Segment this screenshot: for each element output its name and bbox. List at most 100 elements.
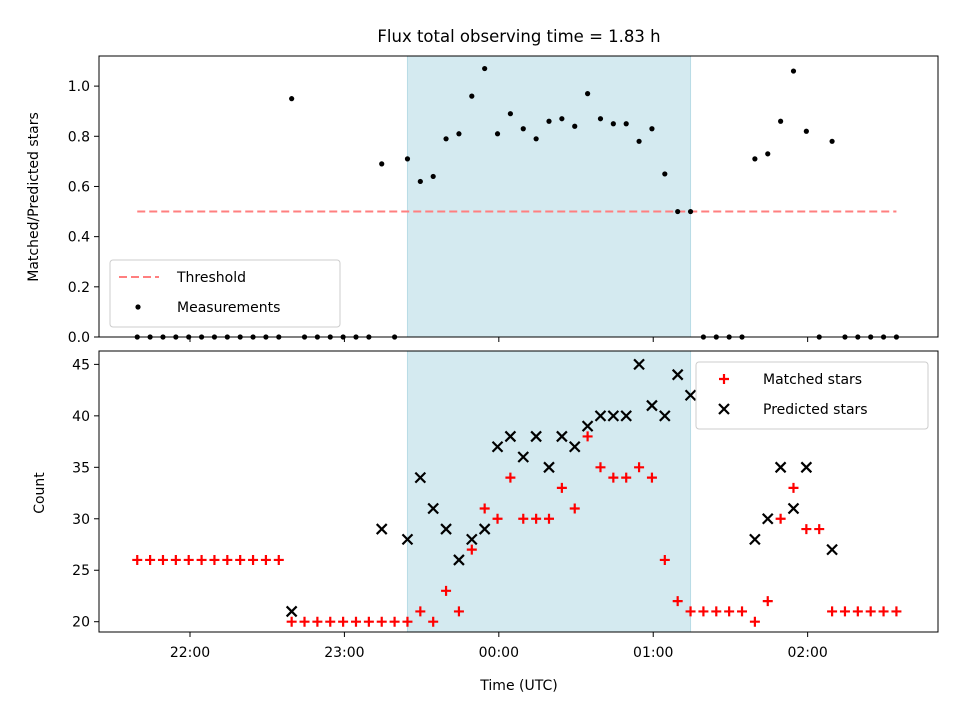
measurement-point	[456, 131, 462, 137]
predicted-star-point	[543, 461, 555, 474]
y-tick-label: 45	[72, 357, 90, 373]
measurement-point	[585, 91, 591, 97]
matched-star-point	[363, 616, 374, 627]
measurement-point	[765, 151, 771, 157]
matched-star-point	[801, 524, 812, 535]
matched-star-point	[209, 554, 220, 565]
x-tick-label: 22:00	[170, 645, 210, 661]
measurement-point	[623, 121, 629, 127]
predicted-star-point	[659, 410, 671, 422]
matched-star-point	[415, 606, 426, 617]
axes-frame	[98, 55, 939, 338]
matched-star-point	[402, 616, 413, 627]
matched-star-point	[852, 606, 863, 617]
predicted-star-point	[491, 440, 504, 453]
matched-star-point	[827, 606, 838, 617]
predicted-star-point	[607, 410, 620, 422]
matched-star-point	[749, 616, 760, 627]
predicted-star-point	[594, 410, 607, 422]
legend-box	[109, 259, 341, 328]
predicted-star-point	[285, 605, 298, 618]
measurement-point	[289, 96, 295, 102]
matched-star-point	[389, 616, 400, 627]
matched-star-point	[839, 606, 850, 617]
predicted-star-point	[414, 471, 427, 484]
predicted-star-point	[556, 430, 568, 443]
matched-star-point	[299, 616, 310, 627]
matched-star-point	[505, 472, 516, 483]
matched-star-point	[762, 596, 773, 607]
bottom-y-axis-label: Count	[32, 472, 48, 514]
predicted-star-point	[453, 554, 465, 566]
measurement-point	[662, 171, 668, 177]
matched-star-point	[595, 462, 606, 473]
predicted-star-point	[749, 533, 761, 546]
measurement-point	[443, 136, 449, 142]
matched-star-point	[698, 606, 709, 617]
measurement-point	[520, 126, 526, 132]
measurement-point	[546, 118, 552, 124]
matched-star-point	[286, 616, 297, 627]
legend-matched-swatch	[719, 374, 729, 384]
predicted-star-point	[568, 440, 581, 453]
matched-star-point	[891, 606, 902, 617]
measurement-point	[559, 116, 565, 122]
legend-label-measurements: Measurements	[177, 300, 280, 316]
measurement-point	[597, 116, 604, 122]
matched-star-point	[814, 524, 825, 535]
predicted-star-point	[427, 502, 439, 515]
matched-star-point	[441, 585, 452, 596]
matched-star-point	[608, 472, 619, 483]
predicted-star-point	[517, 451, 530, 463]
bottom-panel: 20 25 30 35 40 45 22:00 23:00 00:00 01:00 02:00 Mat…	[72, 350, 939, 661]
matched-star-point	[685, 606, 696, 617]
measurement-point	[482, 65, 488, 72]
matched-star-point	[196, 554, 207, 565]
measurement-point	[533, 136, 539, 142]
legend-label-predicted-stars: Predicted stars	[763, 402, 868, 418]
predicted-star-point	[466, 533, 478, 546]
measurement-point	[829, 138, 835, 144]
matched-star-point	[248, 554, 259, 565]
matched-star-point	[145, 554, 156, 565]
y-tick-label: 30	[72, 512, 90, 528]
predicted-star-point	[826, 543, 838, 556]
y-tick-label: 35	[72, 460, 90, 476]
matched-star-point	[518, 513, 529, 524]
legend: Threshold Measurements	[109, 259, 341, 328]
measurement-point	[649, 126, 655, 132]
measurement-point	[778, 118, 784, 124]
x-tick-label: 02:00	[787, 645, 827, 661]
matched-star-point	[492, 513, 503, 524]
measurement-point	[417, 178, 423, 185]
measurement-point	[430, 173, 436, 180]
axes-frame	[98, 350, 939, 633]
measurement-point	[572, 123, 578, 129]
legend-box	[695, 361, 929, 430]
predicted-star-point	[787, 502, 800, 515]
measurement-point	[803, 128, 809, 134]
measurement-point	[675, 208, 681, 215]
y-tick-label: 40	[72, 409, 90, 425]
x-axis-label: Time (UTC)	[479, 678, 557, 694]
matched-star-point	[453, 606, 464, 617]
matched-star-point	[428, 616, 439, 627]
matched-star-point	[621, 472, 632, 483]
matched-star-point	[235, 554, 246, 565]
predicted-star-point	[684, 389, 697, 402]
predicted-star-point	[774, 461, 787, 474]
predicted-star-point	[761, 512, 774, 525]
predicted-star-point	[530, 430, 542, 443]
data-markers	[132, 358, 902, 627]
legend-predicted-swatch	[718, 403, 730, 415]
legend-label-matched-stars: Matched stars	[763, 372, 862, 388]
matched-star-point	[788, 482, 799, 493]
y-tick-label: 20	[72, 615, 90, 631]
measurement-point	[687, 208, 694, 215]
x-tick-label: 00:00	[479, 645, 519, 661]
matched-star-point	[325, 616, 336, 627]
data-markers	[134, 65, 900, 340]
matched-star-point	[865, 606, 876, 617]
matched-star-point	[556, 482, 567, 493]
matched-star-point	[672, 596, 683, 607]
